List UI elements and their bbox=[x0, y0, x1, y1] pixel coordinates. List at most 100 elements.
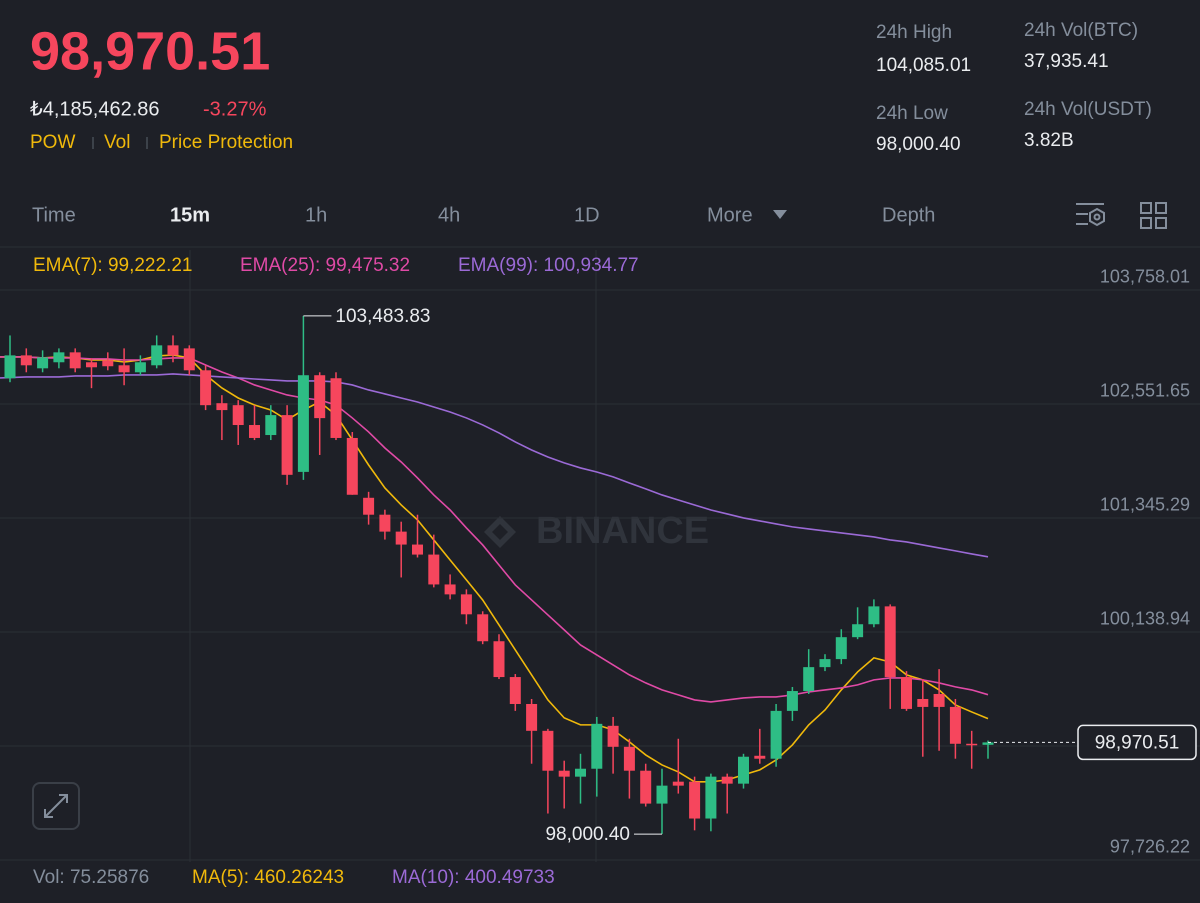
y-tick-label: 103,758.01 bbox=[1100, 267, 1190, 287]
candle-body bbox=[363, 497, 375, 515]
candle-body bbox=[786, 691, 798, 711]
candle-body bbox=[53, 352, 65, 363]
candle-body bbox=[86, 362, 97, 368]
tab[interactable]: 1D bbox=[574, 204, 600, 226]
candle-body bbox=[868, 606, 880, 625]
candle-body bbox=[933, 693, 945, 707]
candle-body bbox=[346, 437, 358, 495]
max-label: 103,483.83 bbox=[335, 306, 430, 327]
tab[interactable]: 1h bbox=[305, 204, 327, 226]
stat-label: 24h Low bbox=[876, 103, 948, 124]
candle-body bbox=[297, 375, 309, 472]
stat-label: 24h Vol(USDT) bbox=[1024, 99, 1152, 120]
ema-line bbox=[0, 373, 989, 558]
candle-body bbox=[607, 725, 619, 747]
tag-link[interactable]: POW bbox=[30, 132, 75, 153]
stat-value: 3.82B bbox=[1024, 130, 1074, 151]
candle-body bbox=[460, 594, 472, 615]
candle-body bbox=[672, 781, 684, 786]
y-tick-label: 100,138.94 bbox=[1100, 609, 1190, 629]
tag-link[interactable]: Vol bbox=[104, 132, 130, 153]
tab-active[interactable]: 15m bbox=[170, 204, 210, 226]
candle-body bbox=[134, 362, 146, 373]
tab[interactable]: 4h bbox=[438, 204, 460, 226]
stat-value: 37,935.41 bbox=[1024, 51, 1109, 72]
candle-body bbox=[542, 730, 554, 771]
candle-body bbox=[379, 514, 391, 532]
candle-body bbox=[428, 554, 440, 585]
fiat-price: ₺4,185,462.86 bbox=[30, 98, 160, 120]
candle-body bbox=[852, 624, 864, 638]
stat-label: 24h High bbox=[876, 22, 952, 43]
legend-entry: EMA(7): 99,222.21 bbox=[33, 255, 192, 276]
candle-body bbox=[591, 723, 603, 769]
last-price-tag bbox=[1077, 724, 1197, 761]
candle-body bbox=[167, 345, 179, 356]
layout-icon[interactable] bbox=[1140, 202, 1167, 229]
last-price: 98,970.51 bbox=[30, 21, 270, 81]
y-tick-label: 97,726.22 bbox=[1110, 837, 1190, 857]
candle-body bbox=[689, 781, 701, 819]
watermark: BINANCE bbox=[536, 510, 709, 552]
candle-body bbox=[509, 677, 521, 704]
tab[interactable]: More bbox=[707, 204, 753, 226]
legend-entry: EMA(99): 100,934.77 bbox=[458, 255, 639, 276]
candle-body bbox=[395, 531, 407, 545]
stat-value: 104,085.01 bbox=[876, 55, 971, 76]
stat-label: 24h Vol(BTC) bbox=[1024, 20, 1138, 41]
candle-body bbox=[249, 425, 260, 438]
candle-body bbox=[770, 710, 782, 759]
candle-body bbox=[835, 637, 847, 660]
candle-body bbox=[640, 770, 652, 804]
legend-entry: EMA(25): 99,475.32 bbox=[240, 255, 410, 276]
candle-body bbox=[183, 348, 195, 371]
candle-body bbox=[216, 403, 228, 411]
candle-body bbox=[982, 742, 994, 745]
min-label: 98,000.40 bbox=[545, 824, 630, 845]
y-tick-label: 102,551.65 bbox=[1100, 381, 1190, 401]
plot: BINANCE 103,758.01 102,551.65 101,345.29 100… bbox=[0, 255, 1200, 888]
watermark-logo bbox=[484, 516, 516, 548]
expand-icon bbox=[44, 794, 68, 818]
volume-indicator: MA(5): 460.26243 bbox=[192, 867, 344, 888]
candle-body bbox=[232, 405, 244, 426]
price-change: -3.27% bbox=[203, 98, 267, 120]
dropdown-arrow bbox=[773, 210, 787, 219]
candle-body bbox=[281, 415, 293, 475]
candle-body bbox=[917, 698, 929, 707]
candle-body bbox=[575, 768, 586, 777]
volume-indicator: Vol: 75.25876 bbox=[33, 867, 149, 888]
candle-body bbox=[412, 544, 423, 555]
expand-button[interactable] bbox=[32, 782, 80, 830]
stat-value: 98,000.40 bbox=[876, 134, 961, 155]
candle-body bbox=[477, 614, 489, 642]
candle-body bbox=[966, 743, 978, 746]
candle-body bbox=[151, 345, 163, 366]
candle-body bbox=[314, 375, 326, 419]
candle-body bbox=[949, 706, 961, 744]
tab[interactable]: Time bbox=[32, 204, 76, 226]
candle-body bbox=[330, 378, 342, 438]
candle-body bbox=[819, 659, 831, 668]
tab[interactable]: Depth bbox=[882, 204, 935, 226]
settings-icon[interactable] bbox=[1076, 203, 1105, 227]
candle-body bbox=[558, 770, 570, 777]
tag-link[interactable]: Price Protection bbox=[159, 132, 293, 153]
candle-body bbox=[69, 352, 81, 369]
candle-body bbox=[37, 357, 49, 369]
candle-body bbox=[200, 370, 212, 406]
last-price-tag-text: 98,970.51 bbox=[1095, 732, 1180, 753]
candle-body bbox=[493, 641, 505, 678]
candle-body bbox=[20, 355, 32, 366]
candle-body bbox=[623, 746, 635, 771]
candle-body bbox=[444, 584, 456, 595]
candle-body bbox=[901, 677, 912, 709]
candle-body bbox=[656, 785, 668, 804]
volume-indicator: MA(10): 400.49733 bbox=[392, 867, 555, 888]
candle-body bbox=[102, 360, 114, 367]
candle-body bbox=[705, 776, 717, 819]
candle-body bbox=[118, 365, 130, 373]
candle-body bbox=[526, 703, 538, 731]
